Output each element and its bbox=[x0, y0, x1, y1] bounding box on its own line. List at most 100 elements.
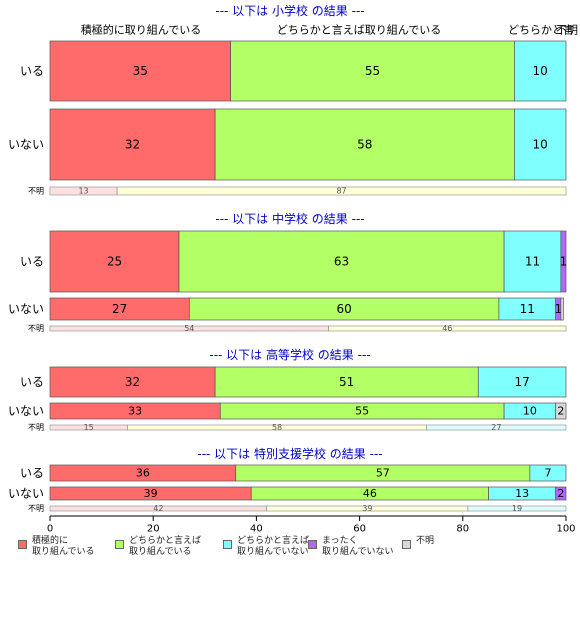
bar-segment bbox=[49, 108, 216, 181]
data-label: 2 bbox=[557, 487, 564, 500]
unknown-segment bbox=[467, 505, 567, 512]
unknown-data-label: 58 bbox=[272, 423, 282, 432]
unknown-row-label: 不明 bbox=[28, 324, 44, 333]
legend-item: 積極的に 取り組んでいる bbox=[18, 536, 95, 558]
panel-title: --- 以下は 小学校 の結果 --- bbox=[215, 3, 364, 18]
legend-label: 不明 bbox=[416, 536, 435, 546]
unknown-segment bbox=[116, 186, 567, 196]
row-label: いる bbox=[20, 64, 44, 78]
data-label: 57 bbox=[376, 467, 390, 480]
unknown-data-label: 13 bbox=[78, 187, 88, 196]
data-label: 10 bbox=[533, 64, 548, 78]
data-label: 2 bbox=[557, 405, 564, 418]
bar-segment bbox=[529, 464, 567, 482]
data-label: 32 bbox=[125, 375, 140, 389]
legend-label: まったく 取り組んでいない bbox=[322, 536, 394, 557]
legend: 積極的に 取り組んでいる どちらかと言えば 取り組んでいる どちらかと言えば 取り組… bbox=[18, 536, 578, 576]
bar-segment bbox=[555, 402, 567, 420]
row-label: いる bbox=[20, 466, 44, 480]
data-label: 17 bbox=[514, 375, 529, 389]
data-label: 1 bbox=[554, 302, 562, 316]
row-label: いない bbox=[8, 302, 44, 316]
bar-segment bbox=[214, 108, 515, 181]
row-label: いる bbox=[20, 375, 44, 389]
panel-title: --- 以下は 特別支援学校 の結果 --- bbox=[197, 446, 382, 461]
data-label: 7 bbox=[544, 467, 551, 480]
unknown-data-label: 27 bbox=[491, 423, 501, 432]
data-label: 11 bbox=[525, 255, 540, 269]
x-tick-label: 60 bbox=[353, 524, 366, 535]
bar-segment bbox=[49, 366, 216, 398]
data-label: 36 bbox=[136, 467, 150, 480]
data-label: 10 bbox=[523, 405, 537, 418]
unknown-segment bbox=[426, 424, 567, 431]
data-label: 39 bbox=[144, 487, 158, 500]
legend-swatch bbox=[223, 540, 232, 549]
unknown-data-label: 39 bbox=[362, 504, 372, 513]
x-tick-label: 100 bbox=[556, 524, 575, 535]
data-label: 55 bbox=[365, 64, 380, 78]
bar-segment bbox=[560, 297, 564, 321]
data-label: 60 bbox=[336, 302, 351, 316]
unknown-data-label: 42 bbox=[153, 504, 163, 513]
unknown-data-label: 54 bbox=[184, 324, 194, 333]
bar-segment bbox=[49, 40, 231, 102]
row-label: いる bbox=[20, 255, 44, 269]
data-label: 63 bbox=[334, 255, 349, 269]
unknown-data-label: 87 bbox=[336, 187, 346, 196]
unknown-segment bbox=[328, 325, 567, 332]
legend-label: 積極的に 取り組んでいる bbox=[32, 536, 95, 557]
legend-item: 不明 bbox=[402, 536, 434, 549]
legend-item: まったく 取り組んでいない bbox=[308, 536, 394, 558]
data-label: 46 bbox=[363, 487, 377, 500]
category-label: どちらかと言 bbox=[508, 24, 574, 37]
data-label: 11 bbox=[520, 302, 535, 316]
x-tick-label: 20 bbox=[147, 524, 160, 535]
unknown-row-label: 不明 bbox=[28, 187, 44, 196]
bar-segment bbox=[503, 230, 562, 293]
data-label: 58 bbox=[357, 138, 372, 152]
bar-segment bbox=[49, 230, 180, 293]
bar-segment bbox=[555, 486, 567, 501]
bar-segment bbox=[514, 108, 567, 181]
unknown-data-label: 46 bbox=[442, 324, 452, 333]
data-label: 27 bbox=[112, 302, 127, 316]
bar-segment bbox=[178, 230, 505, 293]
legend-item: どちらかと言えば 取り組んでいる bbox=[115, 536, 201, 558]
panel-title: --- 以下は 高等学校 の結果 --- bbox=[209, 347, 370, 362]
category-label: どちらかと言えば取り組んでいる bbox=[277, 24, 441, 37]
x-tick-label: 80 bbox=[456, 524, 469, 535]
bar-segment bbox=[214, 366, 479, 398]
bar-segment bbox=[230, 40, 515, 102]
legend-label: どちらかと言えば 取り組んでいない bbox=[237, 536, 310, 557]
panel-title: --- 以下は 中学校 の結果 --- bbox=[215, 211, 364, 226]
unknown-data-label: 19 bbox=[512, 504, 522, 513]
legend-label: どちらかと言えば 取り組んでいる bbox=[129, 536, 202, 557]
unknown-data-label: 15 bbox=[84, 423, 94, 432]
category-label: 積極的に取り組んでいる bbox=[81, 23, 201, 37]
data-label: 35 bbox=[133, 64, 148, 78]
data-label: 10 bbox=[533, 138, 548, 152]
data-label: 1 bbox=[560, 255, 568, 269]
data-label: 51 bbox=[339, 375, 354, 389]
bar-segment bbox=[514, 40, 567, 102]
row-label: いない bbox=[8, 487, 44, 501]
legend-swatch bbox=[402, 540, 411, 549]
legend-swatch bbox=[308, 540, 317, 549]
x-tick-label: 40 bbox=[250, 524, 263, 535]
legend-item: どちらかと言えば 取り組んでいない bbox=[223, 536, 309, 558]
row-label: いない bbox=[8, 138, 44, 152]
bar-segment bbox=[560, 230, 567, 293]
row-label: いない bbox=[8, 404, 44, 418]
unknown-row-label: 不明 bbox=[28, 423, 44, 432]
data-label: 13 bbox=[515, 487, 529, 500]
data-label: 25 bbox=[107, 255, 122, 269]
category-label: 不明 bbox=[556, 24, 578, 37]
legend-swatch bbox=[18, 540, 27, 549]
unknown-row-label: 不明 bbox=[28, 504, 44, 513]
data-label: 33 bbox=[128, 405, 142, 418]
data-label: 55 bbox=[355, 405, 369, 418]
legend-swatch bbox=[115, 540, 124, 549]
bar-segment bbox=[477, 366, 567, 398]
